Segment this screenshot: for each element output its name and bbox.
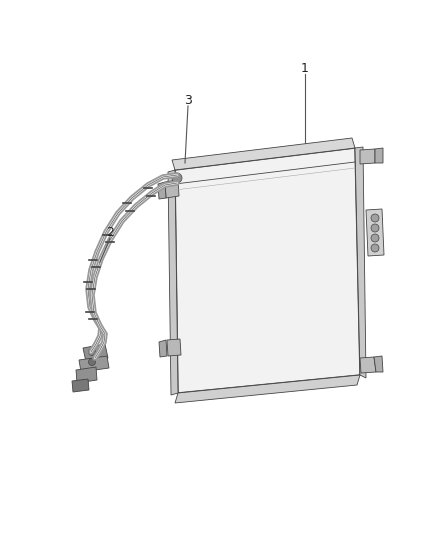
Polygon shape [76,367,97,383]
Polygon shape [374,356,383,372]
Polygon shape [175,375,360,403]
Polygon shape [83,344,108,362]
Circle shape [371,244,379,252]
Text: 2: 2 [106,225,114,238]
Polygon shape [72,379,89,392]
Polygon shape [360,149,375,164]
Polygon shape [159,340,167,357]
Circle shape [371,234,379,242]
Polygon shape [172,138,355,170]
Polygon shape [375,148,383,163]
Polygon shape [79,356,109,372]
Polygon shape [355,147,366,378]
Polygon shape [158,182,166,199]
Circle shape [172,173,182,183]
Text: 1: 1 [301,61,309,75]
Polygon shape [168,170,178,395]
Circle shape [371,224,379,232]
Polygon shape [360,357,376,373]
Circle shape [371,214,379,222]
Polygon shape [175,148,360,393]
Polygon shape [366,209,384,256]
Circle shape [88,359,95,366]
Text: 3: 3 [184,93,192,107]
Circle shape [88,349,95,356]
Polygon shape [165,180,179,198]
Polygon shape [167,339,181,356]
